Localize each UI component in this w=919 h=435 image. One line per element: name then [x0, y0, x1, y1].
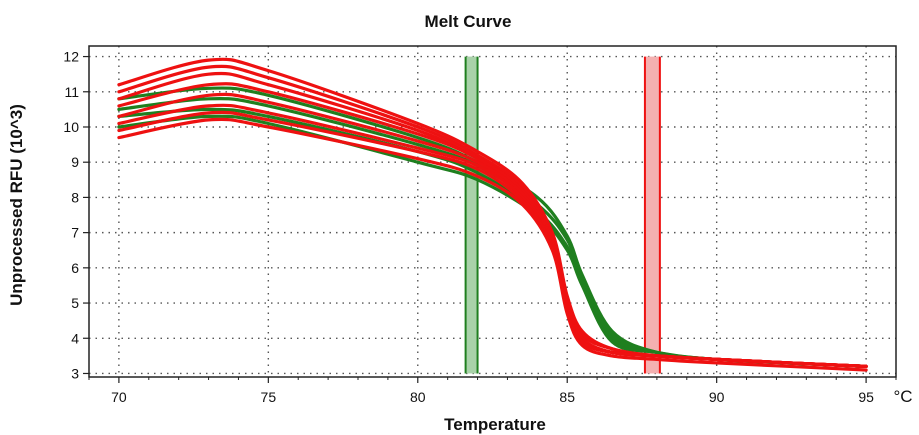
x-axis-ticks: 70 75 80 85 90 95 [88, 377, 897, 405]
x-tick-label: 70 [111, 389, 127, 405]
temperature-markers [464, 56, 661, 374]
y-tick-label: 4 [71, 330, 79, 346]
x-tick-label: 80 [410, 389, 426, 405]
green-melt-curve [117, 114, 868, 368]
red-melt-curve [117, 82, 868, 368]
y-tick-label: 7 [71, 225, 79, 241]
y-tick-label: 8 [71, 189, 79, 205]
series-lines [117, 57, 868, 372]
x-tick-label: 95 [858, 389, 874, 405]
chart-title: Melt Curve [425, 12, 512, 31]
red-marker-band [644, 56, 660, 374]
y-tick-label: 11 [64, 84, 79, 100]
x-tick-label: 85 [559, 389, 575, 405]
y-tick-label: 9 [71, 154, 79, 170]
y-tick-label: 10 [63, 119, 79, 135]
y-tick-label: 3 [71, 365, 79, 381]
red-melt-curve [117, 117, 868, 372]
green-marker-band [465, 56, 478, 374]
red-melt-curve [117, 103, 868, 368]
y-tick-label: 12 [63, 49, 79, 65]
green-melt-curve [117, 107, 868, 368]
x-tick-label: 75 [261, 389, 277, 405]
y-axis-ticks: 3 4 5 6 7 8 9 10 11 12 [63, 49, 89, 381]
plot-frame [88, 45, 897, 378]
y-tick-label: 6 [71, 260, 79, 276]
red-melt-curve [117, 110, 868, 368]
x-axis-label: Temperature [444, 415, 546, 434]
y-axis-label: Unprocessed RFU (10^3) [7, 104, 26, 306]
green-melt-curve [117, 86, 868, 368]
x-tick-label: 90 [709, 389, 725, 405]
x-axis-unit: °C [893, 387, 912, 406]
y-tick-label: 5 [71, 295, 79, 311]
red-melt-curve [117, 92, 868, 368]
